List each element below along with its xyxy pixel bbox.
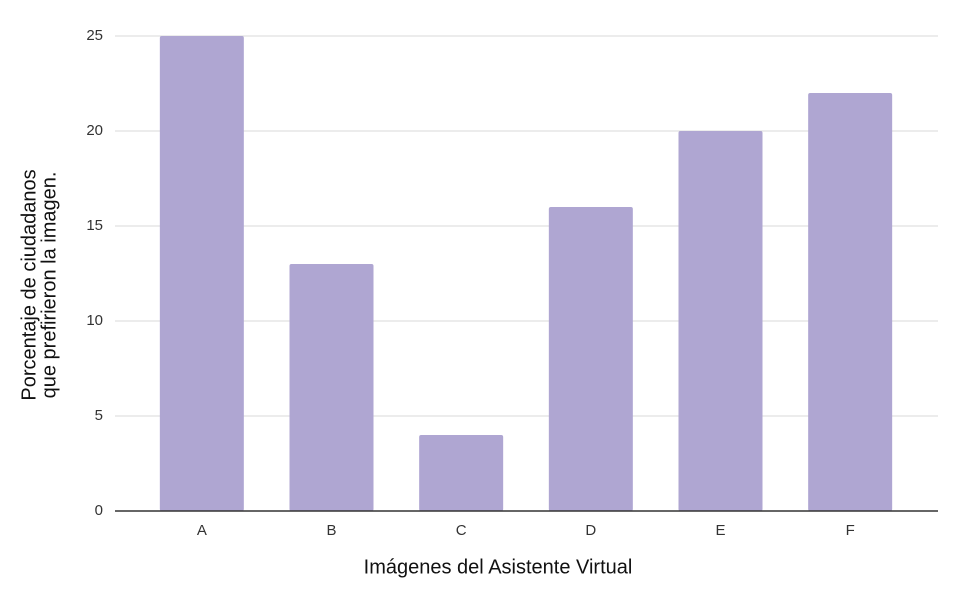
y-tick-label: 5 [95, 407, 103, 424]
x-tick-label: F [846, 522, 855, 539]
x-tick-label: A [197, 522, 207, 539]
x-axis-title: Imágenes del Asistente Virtual [364, 556, 633, 578]
y-axis-title: Porcentaje de ciudadanos que prefirieron… [18, 169, 60, 400]
y-tick-label: 10 [86, 312, 103, 329]
bar [548, 207, 633, 511]
bar [808, 93, 893, 511]
x-tick-label: E [715, 522, 725, 539]
x-tick-label: D [585, 522, 596, 539]
x-tick-label: C [456, 522, 467, 539]
bar [289, 264, 374, 511]
bar [419, 435, 504, 511]
x-tick-label: B [326, 522, 336, 539]
y-axis-title-line: Porcentaje de ciudadanos [18, 169, 40, 400]
bar [678, 131, 763, 511]
y-tick-label: 25 [86, 27, 103, 44]
y-tick-label: 15 [86, 217, 103, 234]
y-tick-label: 20 [86, 122, 103, 139]
y-axis-title-line: que prefirieron la imagen. [38, 172, 60, 399]
bar [159, 36, 244, 511]
y-tick-label: 0 [95, 502, 103, 519]
